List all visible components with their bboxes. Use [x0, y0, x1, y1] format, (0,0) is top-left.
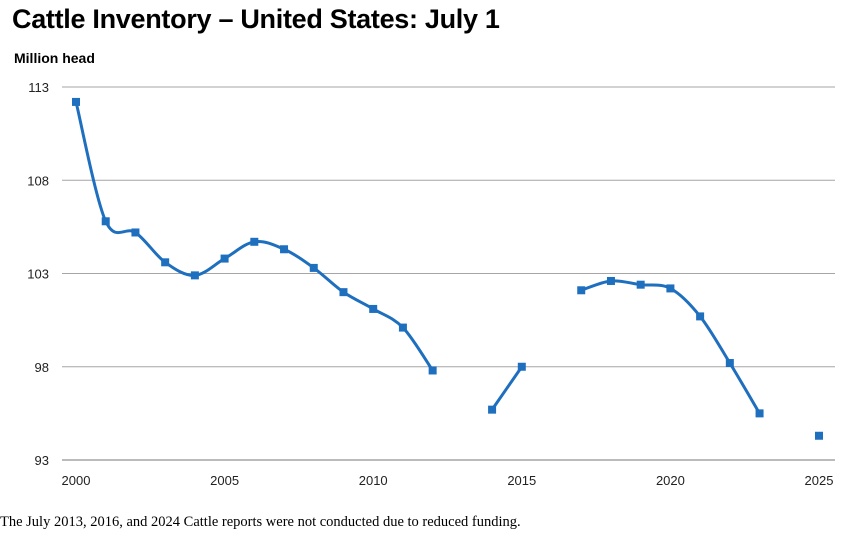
- x-axis-ticks: 2000 2005 2010 2015 2020 2025: [62, 473, 834, 488]
- data-point-2003: [161, 258, 170, 267]
- y-tick-label: 113: [28, 80, 49, 95]
- data-point-2005: [220, 254, 229, 263]
- data-point-2010: [369, 304, 378, 313]
- data-point-2014: [488, 405, 497, 414]
- data-point-2023: [755, 409, 764, 418]
- data-point-2002: [131, 228, 140, 237]
- data-point-2017: [577, 286, 586, 295]
- footnote: The July 2013, 2016, and 2024 Cattle rep…: [0, 514, 521, 530]
- data-point-2009: [339, 288, 348, 297]
- data-point-2025: [815, 431, 823, 440]
- data-point-2021: [696, 312, 705, 321]
- data-point-2004: [190, 271, 199, 280]
- y-tick-label: 93: [35, 453, 49, 468]
- y-axis-unit-label: Million head: [14, 50, 95, 66]
- series-line-segment: [490, 365, 524, 412]
- data-point-2022: [725, 359, 734, 368]
- data-point-2019: [636, 280, 645, 289]
- data-point-2007: [280, 245, 289, 254]
- data-point-2020: [666, 284, 675, 293]
- series-points: [72, 97, 823, 440]
- data-point-2011: [398, 323, 407, 332]
- x-tick-label: 2005: [210, 473, 239, 488]
- y-axis-ticks: 93 98 103 108 113: [27, 80, 49, 468]
- x-tick-label: 2000: [62, 473, 91, 488]
- data-point-2012: [428, 366, 437, 375]
- x-tick-label: 2020: [656, 473, 685, 488]
- y-tick-label: 98: [35, 360, 49, 375]
- chart-title: Cattle Inventory – United States: July 1: [12, 4, 500, 34]
- data-point-2000: [72, 97, 80, 106]
- y-tick-label: 108: [27, 173, 49, 188]
- y-tick-label: 103: [27, 267, 49, 282]
- x-tick-label: 2025: [805, 473, 834, 488]
- series-line-segment: [74, 100, 435, 372]
- data-point-2018: [606, 276, 615, 285]
- grid-lines: [62, 86, 835, 461]
- series-line-segment: [579, 279, 762, 415]
- x-tick-label: 2010: [359, 473, 388, 488]
- x-tick-label: 2015: [507, 473, 536, 488]
- data-point-2015: [517, 362, 526, 371]
- data-point-2008: [309, 263, 318, 272]
- data-point-2006: [250, 237, 259, 246]
- data-point-2001: [101, 217, 110, 226]
